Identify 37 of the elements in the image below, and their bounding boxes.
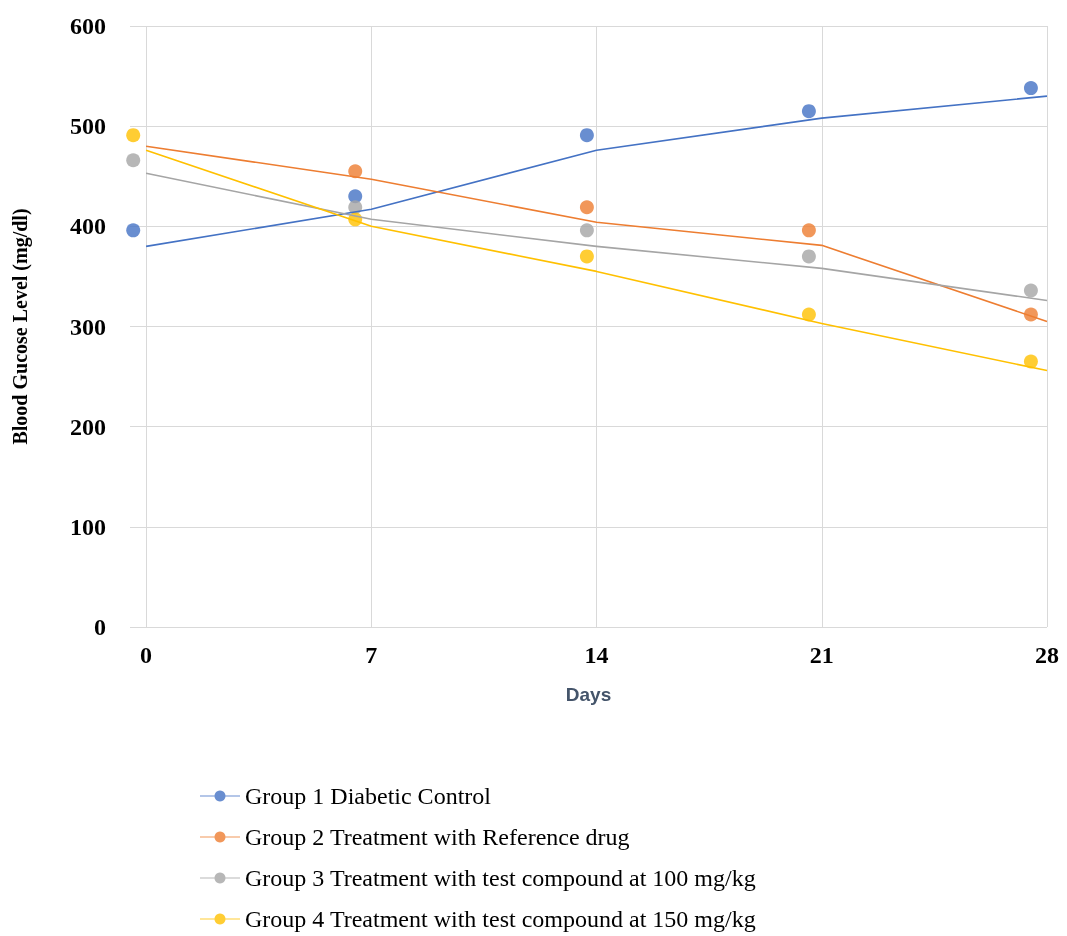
- y-tick-label: 600: [70, 13, 106, 39]
- x-tick-label: 21: [809, 642, 834, 668]
- x-tick-label: 0: [140, 642, 153, 668]
- line-series: [145, 172, 1048, 302]
- point: [801, 104, 816, 119]
- point: [1023, 283, 1038, 298]
- y-tick-label: 400: [70, 213, 106, 240]
- x-axis-title: Days: [565, 684, 612, 705]
- x-tick-label: 28: [1035, 642, 1059, 668]
- point: [801, 223, 816, 238]
- legend-label: Group 2 Treatment with Reference drug: [245, 824, 630, 850]
- y-axis-title: Blood Gucose Level (mg/dl): [9, 208, 32, 445]
- point: [1023, 81, 1038, 96]
- point: [801, 249, 816, 264]
- y-tick-label: 0: [94, 614, 106, 640]
- point: [801, 307, 816, 322]
- line-series: [145, 149, 1048, 372]
- point: [126, 153, 141, 168]
- point: [1023, 354, 1038, 369]
- y-tick-label: 100: [70, 513, 106, 540]
- point: [579, 128, 594, 143]
- y-tick-label: 200: [70, 413, 106, 440]
- legend-label: Group 3 Treatment with test compound at 100 mg/kg: [245, 865, 756, 891]
- legend-label: Group 1 Diabetic Control: [245, 783, 492, 809]
- line-series: [145, 145, 1048, 323]
- point: [579, 249, 594, 264]
- y-tick-label: 300: [70, 313, 106, 340]
- x-tick-label: 7: [365, 642, 378, 668]
- point: [579, 200, 594, 215]
- x-tick-label: 14: [584, 642, 609, 668]
- point: [348, 164, 363, 179]
- line-series: [145, 95, 1048, 248]
- legend-label: Group 4 Treatment with test compound at 150 mg/kg: [245, 906, 756, 932]
- point: [126, 128, 141, 143]
- point: [579, 223, 594, 238]
- point: [126, 223, 141, 238]
- y-tick-label: 500: [70, 113, 106, 140]
